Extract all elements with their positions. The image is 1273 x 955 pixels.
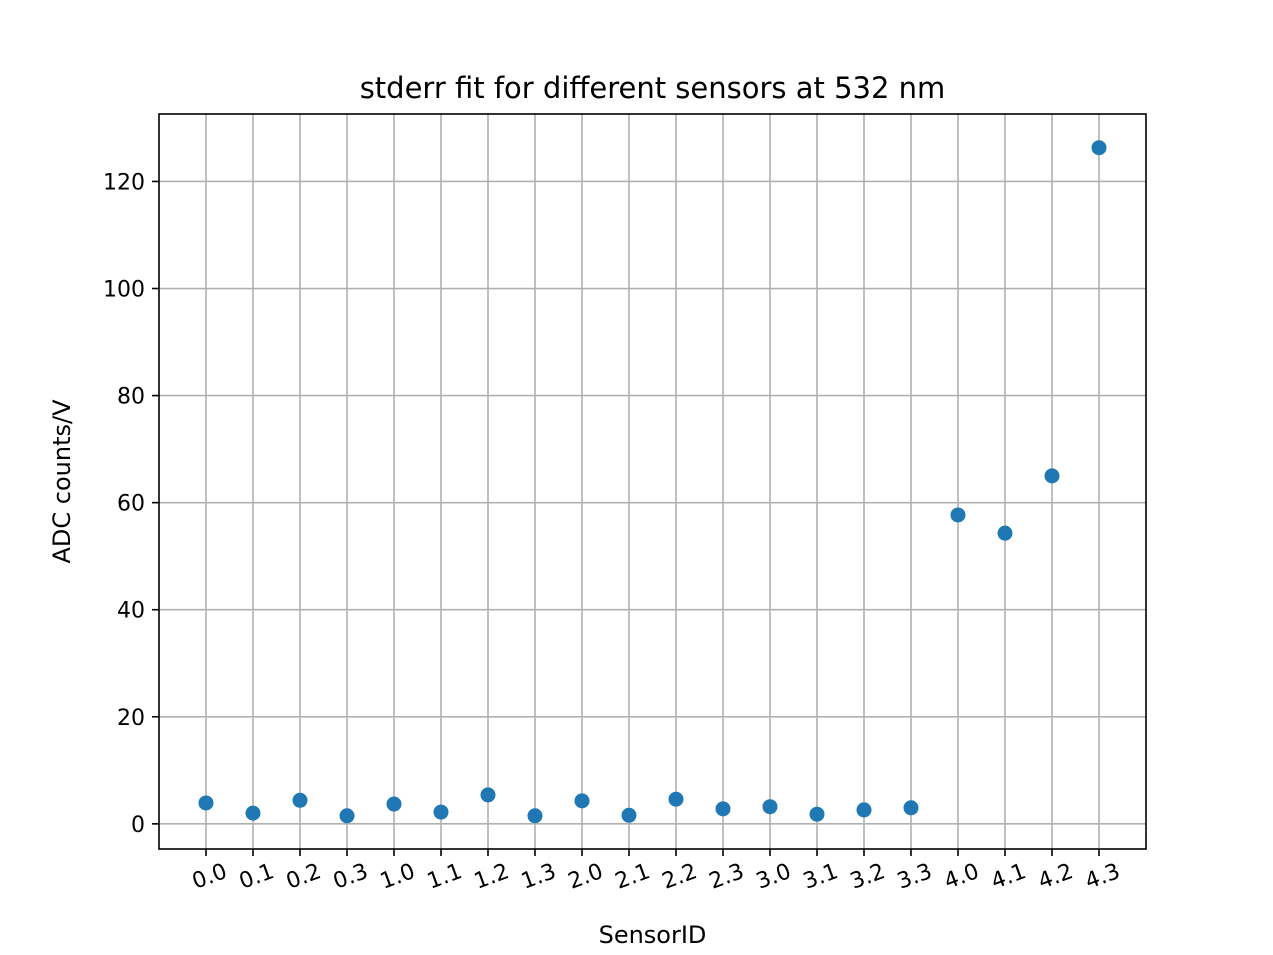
data-point: [762, 799, 778, 815]
y-tick-label: 100: [103, 278, 145, 303]
grid-lines: [159, 114, 1146, 849]
data-point: [1091, 140, 1107, 156]
x-axis-label: SensorID: [599, 921, 707, 949]
data-point: [668, 791, 684, 807]
y-tick-label: 120: [103, 170, 145, 195]
data-point: [386, 796, 402, 812]
chart-title: stderr fit for different sensors at 532 …: [360, 71, 946, 105]
y-axis-label: ADC counts/V: [48, 399, 76, 564]
y-tick-label: 40: [117, 599, 145, 624]
data-point: [950, 507, 966, 523]
data-point: [245, 805, 261, 821]
data-point: [339, 808, 355, 824]
data-point: [715, 801, 731, 817]
y-tick-label: 60: [117, 492, 145, 517]
data-point: [433, 804, 449, 820]
data-point: [574, 793, 590, 809]
y-tick-label: 20: [117, 706, 145, 731]
data-point: [292, 792, 308, 808]
data-point: [997, 525, 1013, 541]
plot-frame: [158, 113, 1147, 850]
data-point: [856, 802, 872, 818]
data-point: [480, 787, 496, 803]
data-point: [198, 795, 214, 811]
y-tick-label: 80: [117, 385, 145, 410]
data-points: [198, 140, 1107, 824]
data-point: [1044, 468, 1060, 484]
data-point: [527, 808, 543, 824]
y-tick-label: 0: [131, 813, 145, 838]
data-point: [903, 800, 919, 816]
data-point: [809, 806, 825, 822]
data-point: [621, 807, 637, 823]
